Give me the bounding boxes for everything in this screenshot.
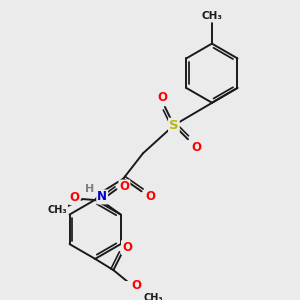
Text: O: O bbox=[122, 241, 132, 254]
Text: CH₃: CH₃ bbox=[201, 11, 222, 21]
Text: N: N bbox=[97, 190, 107, 203]
Text: O: O bbox=[157, 91, 167, 103]
Text: CH₃: CH₃ bbox=[48, 205, 67, 215]
Text: S: S bbox=[169, 119, 179, 132]
Text: O: O bbox=[131, 279, 141, 292]
Text: O: O bbox=[191, 141, 201, 154]
Text: O: O bbox=[145, 190, 155, 203]
Text: H: H bbox=[85, 184, 95, 194]
Text: O: O bbox=[119, 181, 129, 194]
Text: O: O bbox=[70, 191, 80, 204]
Text: CH₃: CH₃ bbox=[144, 293, 163, 300]
